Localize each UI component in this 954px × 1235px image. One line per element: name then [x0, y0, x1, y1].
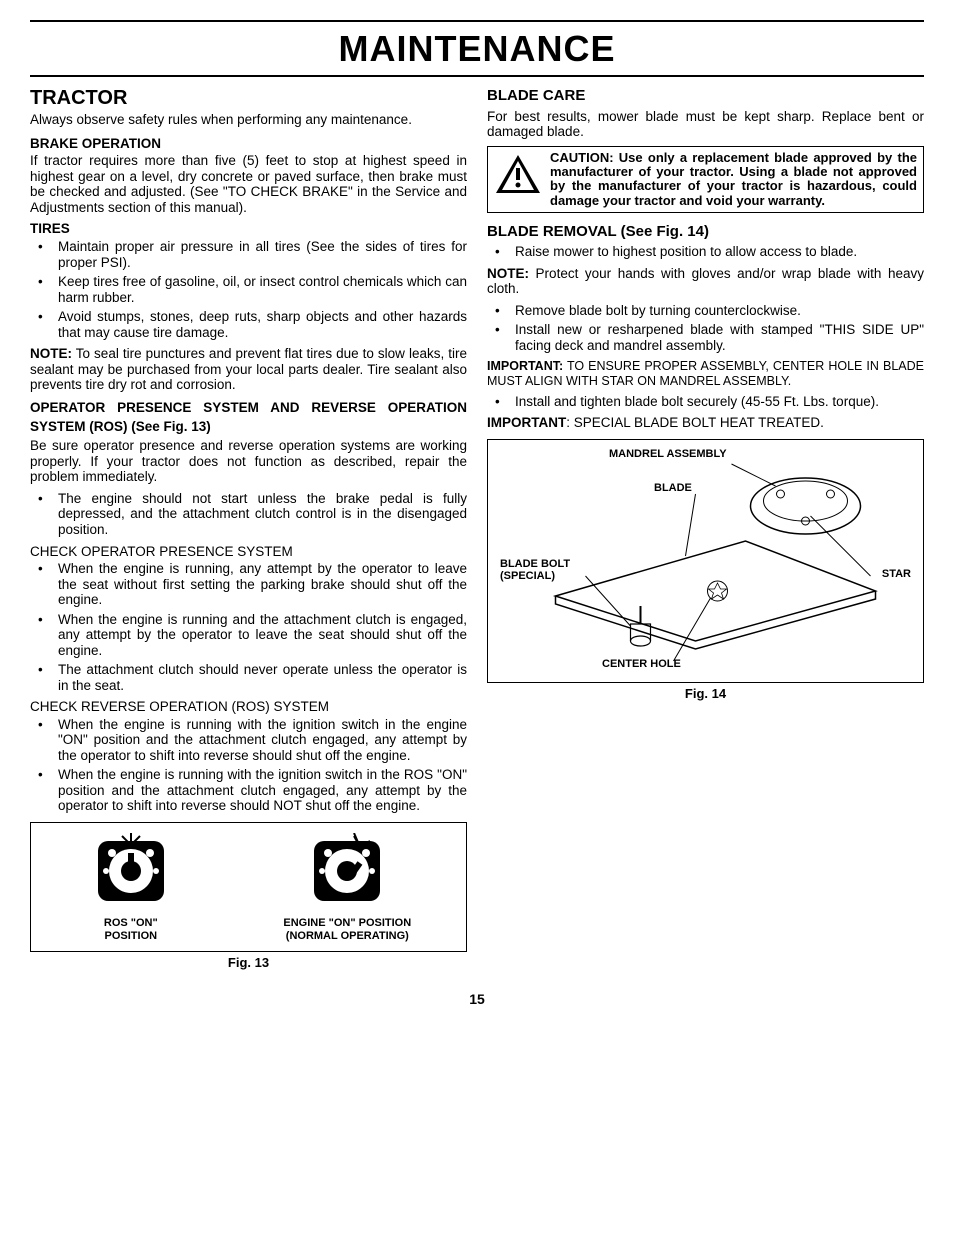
list-item: When the engine is running and the attac… [30, 612, 467, 659]
important-body: : SPECIAL BLADE BOLT HEAT TREATED. [566, 415, 824, 430]
important-1: IMPORTANT: TO ENSURE PROPER ASSEMBLY, CE… [487, 359, 924, 388]
list-item: Remove blade bolt by turning countercloc… [487, 303, 924, 319]
list-item: Install and tighten blade bolt securely … [487, 394, 924, 410]
tractor-intro: Always observe safety rules when perform… [30, 112, 467, 128]
blade-care-text: For best results, mower blade must be ke… [487, 109, 924, 140]
warning-icon [494, 153, 542, 197]
check-ros-heading: CHECK REVERSE OPERATION (ROS) SYSTEM [30, 699, 467, 715]
figure-14-box: MANDREL ASSEMBLY BLADE BLADE BOLT (SPECI… [487, 439, 924, 683]
ignition-dial-icon [86, 833, 176, 913]
fig13-engine-label2: (NORMAL OPERATING) [283, 930, 411, 943]
removal-list-3: Install and tighten blade bolt securely … [487, 394, 924, 410]
fig13-engine-label1: ENGINE "ON" POSITION [283, 917, 411, 930]
list-item: Maintain proper air pressure in all tire… [30, 239, 467, 270]
ops-text: Be sure operator presence and reverse op… [30, 438, 467, 485]
list-item: The engine should not start unless the b… [30, 491, 467, 538]
removal-list-1: Raise mower to highest position to allow… [487, 244, 924, 260]
ops-heading: OPERATOR PRESENCE SYSTEM AND REVERSE OPE… [30, 399, 467, 437]
note-label: NOTE: [487, 266, 529, 281]
fig14-label-bolt2: (SPECIAL) [500, 570, 555, 583]
ignition-dial-icon [302, 833, 392, 913]
tires-list: Maintain proper air pressure in all tire… [30, 239, 467, 340]
fig13-caption: Fig. 13 [30, 956, 467, 971]
right-column: BLADE CARE For best results, mower blade… [487, 87, 924, 971]
fig14-label-bolt1: BLADE BOLT [500, 558, 570, 571]
tires-note: NOTE: To seal tire punctures and prevent… [30, 346, 467, 393]
check-ros-list: When the engine is running with the igni… [30, 717, 467, 814]
important-label: IMPORTANT: [487, 359, 563, 373]
ops-list: The engine should not start unless the b… [30, 491, 467, 538]
fig13-engine-item: ENGINE "ON" POSITION (NORMAL OPERATING) [283, 833, 411, 943]
blade-care-heading: BLADE CARE [487, 87, 924, 104]
tires-heading: TIRES [30, 221, 467, 237]
important-2: IMPORTANT: SPECIAL BLADE BOLT HEAT TREAT… [487, 415, 924, 431]
tractor-heading: TRACTOR [30, 87, 467, 110]
removal-list-2: Remove blade bolt by turning countercloc… [487, 303, 924, 354]
top-rule [30, 20, 924, 22]
list-item: When the engine is running, any attempt … [30, 561, 467, 608]
fig13-ros-item: ROS "ON" POSITION [86, 833, 176, 943]
brake-heading: BRAKE OPERATION [30, 136, 467, 152]
check-ops-list: When the engine is running, any attempt … [30, 561, 467, 693]
note-body: Protect your hands with gloves and/or wr… [487, 266, 924, 297]
fig14-label-center: CENTER HOLE [602, 658, 681, 671]
important-label: IMPORTANT [487, 415, 566, 430]
page-title: MAINTENANCE [30, 24, 924, 77]
left-column: TRACTOR Always observe safety rules when… [30, 87, 467, 971]
list-item: Keep tires free of gasoline, oil, or ins… [30, 274, 467, 305]
fig14-caption: Fig. 14 [487, 687, 924, 702]
list-item: When the engine is running with the igni… [30, 717, 467, 764]
removal-note: NOTE: Protect your hands with gloves and… [487, 266, 924, 297]
note-body: To seal tire punctures and prevent flat … [30, 346, 467, 392]
fig13-ros-label2: POSITION [86, 930, 176, 943]
list-item: The attachment clutch should never opera… [30, 662, 467, 693]
list-item: Avoid stumps, stones, deep ruts, sharp o… [30, 309, 467, 340]
fig13-ros-label1: ROS "ON" [86, 917, 176, 930]
content-columns: TRACTOR Always observe safety rules when… [30, 87, 924, 971]
check-ops-heading: CHECK OPERATOR PRESENCE SYSTEM [30, 544, 467, 560]
brake-text: If tractor requires more than five (5) f… [30, 153, 467, 215]
fig14-label-blade: BLADE [654, 482, 692, 495]
list-item: When the engine is running with the igni… [30, 767, 467, 814]
list-item: Install new or resharpened blade with st… [487, 322, 924, 353]
page-number: 15 [30, 991, 924, 1007]
caution-box: CAUTION: Use only a replacement blade ap… [487, 146, 924, 213]
note-label: NOTE: [30, 346, 72, 361]
fig14-label-star: STAR [882, 568, 911, 581]
caution-text: CAUTION: Use only a replacement blade ap… [550, 151, 917, 208]
blade-removal-heading: BLADE REMOVAL (See Fig. 14) [487, 223, 924, 240]
fig14-label-mandrel: MANDREL ASSEMBLY [609, 448, 727, 461]
figure-13-box: ROS "ON" POSITION [30, 822, 467, 952]
list-item: Raise mower to highest position to allow… [487, 244, 924, 260]
